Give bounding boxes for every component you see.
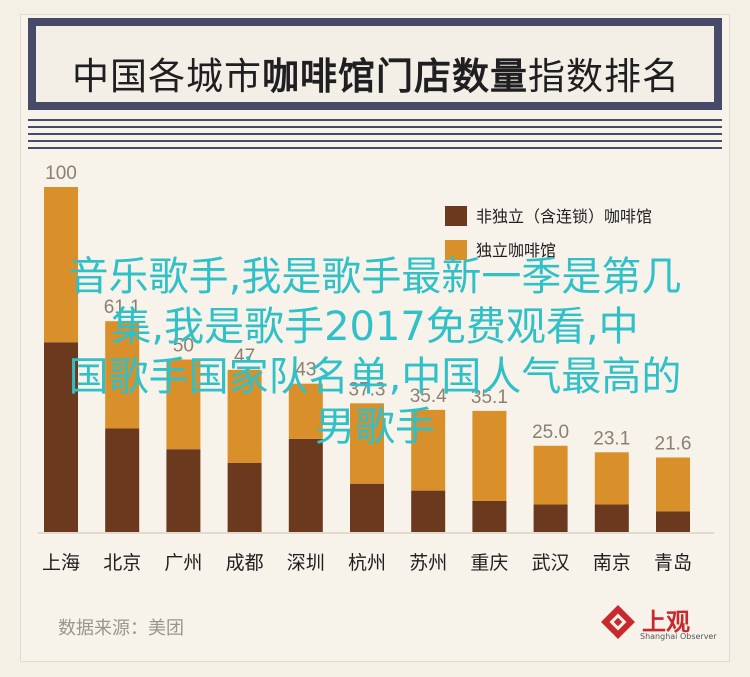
logo-subtitle: Shanghai Observer [640,632,717,641]
logo-mark-icon [601,605,635,639]
category-label-6: 苏州 [409,552,447,574]
data-label-0: 100 [45,163,77,184]
bar-non-independent-9 [594,504,629,532]
data-label-3: 47 [234,346,255,367]
data-label-1: 61.1 [104,297,141,318]
category-label-2: 广州 [164,552,202,574]
category-label-0: 上海 [42,552,80,574]
category-label-7: 重庆 [470,552,508,574]
title-part-1: 中国各城市 [72,55,262,98]
shanghai-observer-logo-icon: 上观 Shanghai Observer [600,602,730,642]
bar-non-independent-6 [411,490,446,532]
data-label-9: 23.1 [593,428,630,449]
bar-independent-0 [44,187,78,343]
bar-independent-10 [656,457,690,512]
data-source: 数据来源：美团 [58,618,184,639]
data-label-8: 25.0 [532,422,569,443]
legend-label-1: 独立咖啡馆 [476,241,556,260]
bar-independent-7 [472,410,507,501]
bar-non-independent-0 [44,342,78,532]
data-label-4: 43 [295,360,316,381]
title-inner: 中国各城市咖啡馆门店数量指数排名 [36,26,714,102]
category-label-1: 北京 [103,552,141,574]
bar-independent-3 [227,369,262,463]
data-label-6: 35.4 [410,386,447,407]
bar-non-independent-8 [533,504,568,532]
bar-non-independent-1 [105,428,140,532]
legend-swatch-0 [445,206,467,226]
category-label-8: 武汉 [532,552,570,574]
data-label-5: 37.3 [349,379,386,400]
page-title: 中国各城市咖啡馆门店数量指数排名 [72,46,704,100]
title-rule-3 [28,133,722,135]
data-label-2: 50 [173,336,194,357]
bar-independent-9 [594,452,629,505]
overlay-line-3: 国歌手国家队名单,中国人气最高的 [68,354,682,400]
title-rule-1 [28,119,722,121]
bar-independent-1 [105,321,140,429]
bar-non-independent-4 [288,438,323,532]
bar-non-independent-10 [656,511,690,532]
bar-independent-8 [533,445,568,505]
category-label-3: 成都 [226,552,264,574]
legend-label-0: 非独立（含连锁）咖啡馆 [476,207,652,226]
bar-independent-4 [288,383,323,439]
overlay-watermark-text: 音乐歌手,我是歌手最新一季是第几 集,我是歌手2017免费观看,中 国歌手国家队… [20,252,730,452]
category-label-5: 杭州 [348,552,386,574]
bar-independent-5 [350,403,384,484]
overlay-line-1: 音乐歌手,我是歌手最新一季是第几 [68,254,682,300]
bar-independent-6 [411,409,446,491]
overlay-line-2: 集,我是歌手2017免费观看,中 [111,304,639,350]
title-rule-5 [28,147,722,149]
title-rule-4 [28,140,722,142]
title-part-3: 指数排名 [528,55,680,98]
bar-non-independent-2 [166,449,201,532]
title-part-2: 咖啡馆门店数量 [262,55,528,98]
title-banner: 中国各城市咖啡馆门店数量指数排名 [28,18,722,110]
data-label-10: 21.6 [655,433,692,454]
data-label-7: 35.1 [471,387,508,408]
bar-non-independent-7 [472,500,507,532]
title-rule-2 [28,126,722,128]
overlay-line-4: 男歌手 [315,404,435,450]
bar-non-independent-5 [350,483,384,532]
bar-independent-2 [166,359,201,450]
category-label-9: 南京 [593,552,631,574]
category-label-10: 青岛 [654,552,692,574]
category-label-4: 深圳 [287,552,325,574]
legend-swatch-1 [445,240,467,260]
logo-name: 上观 [642,608,690,636]
bar-non-independent-3 [227,463,262,532]
